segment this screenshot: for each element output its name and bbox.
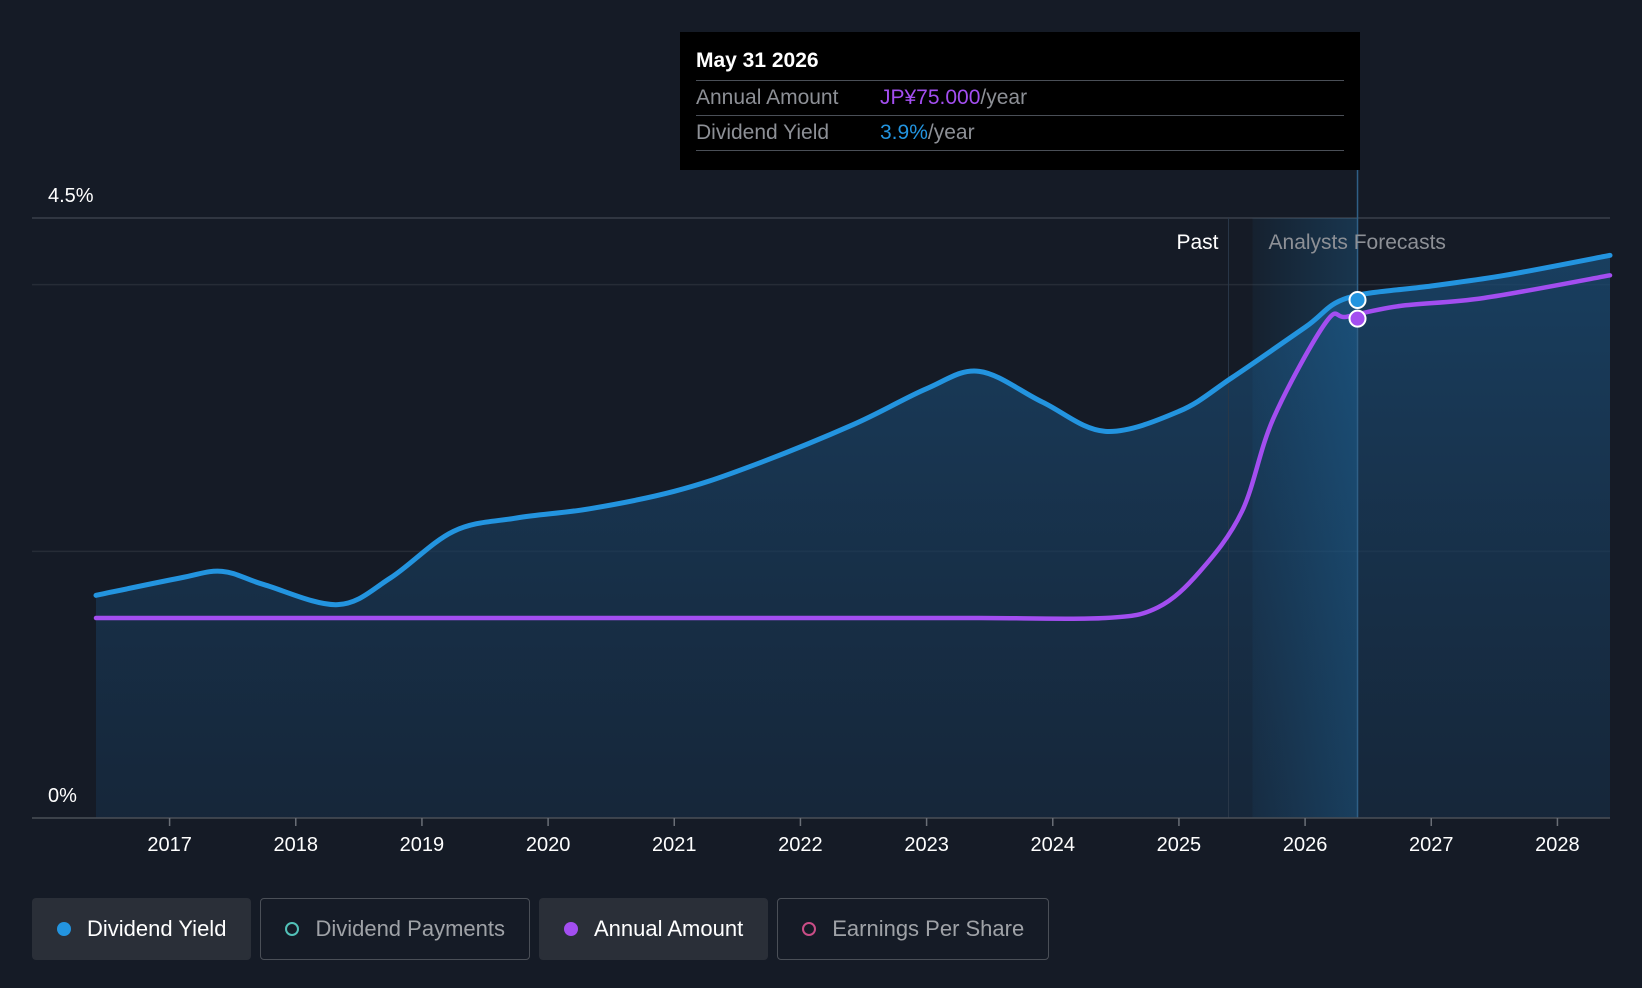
past-label: Past (1176, 231, 1218, 254)
forecast-label: Analysts Forecasts (1269, 231, 1446, 254)
legend-earnings-per-share-button[interactable]: Earnings Per Share (777, 898, 1050, 960)
x-tick-label: 2024 (1031, 834, 1076, 856)
legend-annual-amount-dot-icon (563, 922, 578, 936)
tooltip-annual-row: Annual Amount JP¥75.000/year (696, 80, 1344, 115)
x-tick-label: 2026 (1283, 834, 1328, 856)
legend-dividend-payments-ring-icon (285, 922, 300, 936)
legend-earnings-per-share-ring-icon (802, 922, 817, 936)
legend-annual-amount-button[interactable]: Annual Amount (538, 898, 769, 960)
x-tick-label: 2019 (400, 834, 445, 856)
legend-dividend-yield-button[interactable]: Dividend Yield (32, 898, 252, 960)
x-tick-label: 2020 (526, 834, 571, 856)
dividend-yield-marker (1348, 291, 1367, 309)
legend-earnings-per-share-label: Earnings Per Share (832, 916, 1025, 941)
tooltip-yield-row: Dividend Yield 3.9%/year (696, 115, 1344, 151)
x-tick-label: 2017 (147, 834, 192, 856)
tooltip-annual-value: JP¥75.000 (880, 86, 981, 109)
x-tick-label: 2027 (1409, 834, 1454, 856)
legend-dividend-payments-label: Dividend Payments (315, 916, 505, 941)
x-tick-label: 2023 (904, 834, 949, 856)
chart-legend: Dividend Yield Dividend Payments Annual … (32, 898, 1050, 960)
forecast-highlight-band (1252, 218, 1358, 818)
legend-dividend-yield-dot-icon (57, 922, 71, 936)
x-tick-label: 2021 (652, 834, 697, 856)
tooltip-yield-value: 3.9% (880, 121, 928, 144)
dividend-yield-line (93, 252, 1613, 608)
tooltip-annual-label: Annual Amount (696, 86, 839, 109)
tooltip-yield-label: Dividend Yield (696, 121, 830, 144)
tooltip-annual-unit: /year (980, 86, 1028, 109)
tooltip-date: May 31 2026 (696, 49, 819, 72)
y-tick-label: 0% (48, 785, 77, 807)
legend-dividend-yield-label: Dividend Yield (87, 916, 227, 941)
x-tick-label: 2018 (274, 834, 319, 856)
x-tick-label: 2025 (1157, 834, 1202, 856)
x-tick-label: 2022 (778, 834, 823, 856)
dividend-yield-area (96, 255, 1610, 819)
annual-amount-marker (1348, 309, 1367, 328)
y-tick-label: 4.5% (48, 185, 94, 207)
x-tick-label: 2028 (1535, 834, 1580, 856)
tooltip-yield-unit: /year (927, 121, 975, 144)
legend-annual-amount-label: Annual Amount (593, 916, 744, 941)
chart-tooltip: May 31 2026 Annual Amount JP¥75.000/year … (680, 32, 1360, 170)
annual-amount-line (93, 273, 1613, 622)
legend-dividend-payments-button[interactable]: Dividend Payments (260, 898, 530, 960)
